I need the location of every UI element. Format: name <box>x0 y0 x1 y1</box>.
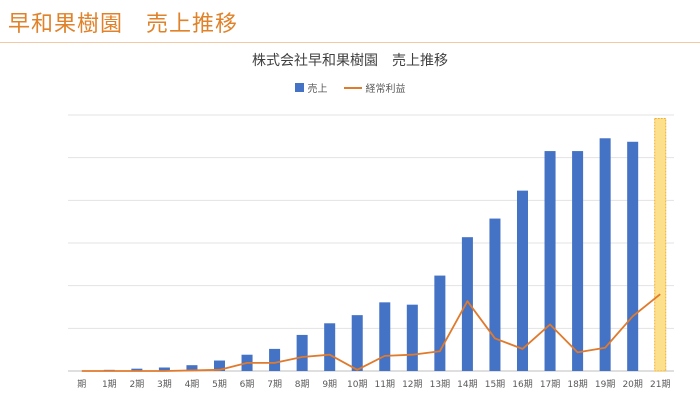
bar <box>269 348 281 371</box>
x-tick-label: 16期 <box>512 379 532 390</box>
bar <box>406 304 418 371</box>
x-tick-label: 3期 <box>157 379 172 390</box>
x-tick-label: 13期 <box>430 379 450 390</box>
bar <box>158 367 170 371</box>
bar <box>544 151 556 371</box>
legend-item-sales: 売上 <box>294 80 328 95</box>
bar <box>296 334 308 371</box>
bar <box>351 315 363 371</box>
x-tick-label: 21期 <box>650 379 670 390</box>
x-tick-label: 5期 <box>212 379 227 390</box>
x-tick-label: 6期 <box>240 379 255 390</box>
x-tick-label: 10期 <box>347 379 367 390</box>
x-tick-label: 20期 <box>622 379 642 390</box>
slide-title: 早和果樹園 売上推移 <box>8 12 239 37</box>
bar <box>213 360 226 371</box>
legend-item-profit: 経常利益 <box>343 80 406 95</box>
legend-label-sales: 売上 <box>307 84 328 95</box>
bar <box>572 151 584 371</box>
title-divider <box>0 42 700 43</box>
bar <box>324 323 336 371</box>
x-tick-label: 4期 <box>185 379 200 390</box>
profit-line <box>81 293 661 372</box>
x-tick-label: 9期 <box>322 379 337 390</box>
bar <box>516 190 529 371</box>
x-tick-label: 17期 <box>540 379 560 390</box>
bar <box>434 275 446 371</box>
x-tick-label: 12期 <box>402 379 422 390</box>
bar <box>379 302 391 371</box>
x-tick-label: 7期 <box>267 379 282 390</box>
x-tick-label: 14期 <box>457 379 477 390</box>
bar <box>489 218 501 371</box>
bar <box>599 138 611 371</box>
chart-legend: 売上 経常利益 <box>0 80 700 95</box>
legend-label-profit: 経常利益 <box>365 84 406 95</box>
x-tick-label: 19期 <box>595 379 615 390</box>
legend-swatch-profit <box>343 86 362 89</box>
chart-title: 株式会社早和果樹園 売上推移 <box>252 53 448 69</box>
bar-highlight <box>654 117 667 372</box>
x-tick-label: 期 <box>77 379 86 390</box>
legend-swatch-sales <box>294 83 304 92</box>
x-tick-label: 15期 <box>485 379 505 390</box>
x-tick-label: 1期 <box>102 379 117 390</box>
x-tick-label: 2期 <box>129 379 144 390</box>
bar <box>627 141 639 371</box>
x-tick-label: 11期 <box>375 379 395 390</box>
bar <box>461 237 473 371</box>
x-tick-label: 8期 <box>295 379 310 390</box>
bar <box>131 368 143 371</box>
x-tick-label: 18期 <box>567 379 587 390</box>
bar <box>186 365 198 371</box>
